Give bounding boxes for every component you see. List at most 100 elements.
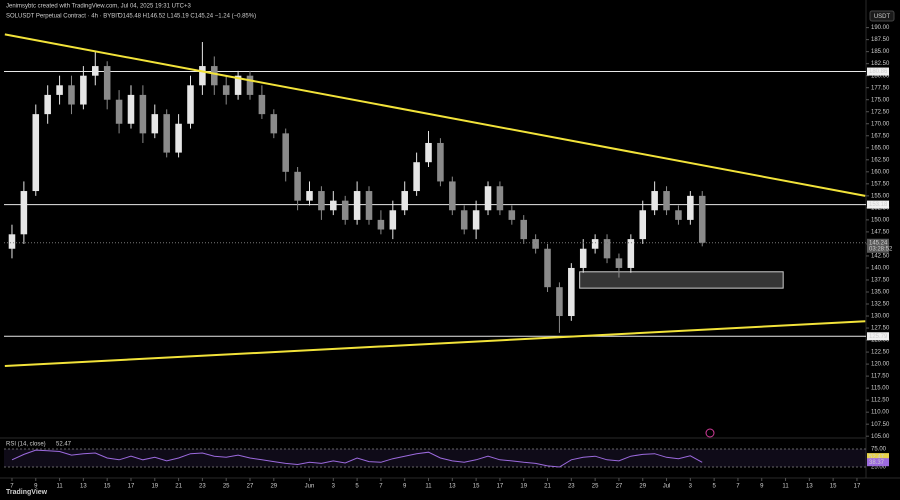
x-tick-label: 11 bbox=[782, 484, 789, 490]
y-tick-label: 165.00 bbox=[871, 145, 890, 151]
y-tick-label: 187.50 bbox=[871, 37, 890, 43]
y-tick-label: 155.00 bbox=[871, 193, 890, 199]
rsi-ma-box bbox=[867, 453, 889, 462]
candle-body bbox=[103, 66, 111, 100]
candle-body bbox=[341, 200, 349, 220]
candle-body bbox=[187, 85, 194, 124]
candle-body bbox=[508, 210, 516, 220]
last-price-label: 145.24 bbox=[869, 240, 888, 246]
x-tick-label: 9 bbox=[760, 484, 764, 490]
y-tick-label: 142.50 bbox=[871, 254, 890, 260]
level-label-box bbox=[867, 200, 889, 209]
candle-body bbox=[437, 142, 444, 182]
y-tick-label: 150.00 bbox=[871, 217, 890, 223]
candle-body bbox=[413, 162, 420, 192]
level-label: 153.18 bbox=[869, 202, 888, 208]
level-label-box bbox=[867, 67, 889, 76]
event-icon[interactable] bbox=[705, 428, 715, 438]
rsi-band bbox=[4, 449, 866, 467]
y-tick-label: 185.00 bbox=[871, 49, 890, 55]
candle-body bbox=[627, 239, 635, 268]
candle-body bbox=[139, 94, 147, 134]
y-tick-label: 175.00 bbox=[871, 97, 890, 103]
candle-body bbox=[698, 195, 706, 243]
candle-body bbox=[544, 248, 551, 288]
y-tick-label: 130.00 bbox=[871, 314, 890, 320]
x-tick-label: 29 bbox=[270, 484, 277, 490]
y-tick-label: 107.50 bbox=[871, 422, 890, 428]
candle-body bbox=[80, 75, 87, 105]
candle-body bbox=[449, 181, 456, 211]
x-tick-label: 25 bbox=[592, 484, 599, 490]
y-tick-label: 167.50 bbox=[871, 133, 890, 139]
x-tick-label: 11 bbox=[56, 484, 63, 490]
candle-body bbox=[603, 239, 611, 259]
candle-body bbox=[639, 210, 647, 240]
candle-body bbox=[294, 171, 301, 201]
candle-body bbox=[687, 195, 694, 220]
x-tick-label: 3 bbox=[689, 484, 693, 490]
rsi-tick-label: 75.00 bbox=[871, 447, 887, 453]
y-tick-label: 120.00 bbox=[871, 362, 890, 368]
candle-body bbox=[211, 66, 218, 86]
candle-body bbox=[306, 191, 313, 201]
x-tick-label: 29 bbox=[639, 484, 646, 490]
x-tick-label: Jul bbox=[663, 484, 671, 490]
y-tick-label: 160.00 bbox=[871, 169, 890, 175]
currency[interactable]: USDT bbox=[874, 14, 891, 20]
currency-box[interactable] bbox=[869, 10, 895, 22]
rsi-line bbox=[11, 449, 703, 468]
x-tick-label: 19 bbox=[520, 484, 527, 490]
candle-body bbox=[591, 239, 599, 249]
level-label: 125.79 bbox=[869, 334, 888, 340]
x-tick-label: 21 bbox=[544, 484, 551, 490]
x-tick-label: 19 bbox=[151, 484, 158, 490]
candle-body bbox=[222, 85, 230, 95]
candle-body bbox=[460, 210, 468, 230]
rsi-ma-header: 52.47 bbox=[56, 442, 72, 448]
x-tick-label: 25 bbox=[223, 484, 230, 490]
y-tick-label: 162.50 bbox=[871, 157, 890, 163]
candle-body bbox=[389, 210, 397, 230]
candle-body bbox=[56, 85, 63, 95]
candle-body bbox=[472, 210, 480, 230]
candle-body bbox=[532, 239, 539, 249]
candle-body bbox=[377, 219, 385, 230]
x-tick-label: 9 bbox=[403, 484, 407, 490]
y-tick-label: 132.50 bbox=[871, 302, 890, 308]
trendline bbox=[4, 320, 866, 368]
countdown-label: 03:28:52 bbox=[869, 246, 893, 252]
rsi-value-label: 38.37 bbox=[869, 460, 885, 466]
candle-body bbox=[425, 142, 432, 163]
x-tick-label: 17 bbox=[128, 484, 135, 490]
x-tick-label: 23 bbox=[568, 484, 575, 490]
candle-body bbox=[32, 114, 40, 192]
x-tick-label: Jun bbox=[305, 484, 315, 490]
rsi-value-box bbox=[867, 458, 889, 467]
y-tick-label: 122.50 bbox=[871, 350, 890, 356]
candle-body bbox=[401, 191, 408, 211]
x-tick-label: 5 bbox=[355, 484, 359, 490]
candle-body bbox=[151, 114, 159, 134]
x-tick-label: 17 bbox=[497, 484, 504, 490]
candle-body bbox=[246, 75, 254, 95]
candle-body bbox=[579, 248, 587, 268]
candle-body bbox=[175, 123, 182, 153]
y-tick-label: 177.50 bbox=[871, 85, 890, 91]
y-tick-label: 190.00 bbox=[871, 25, 890, 31]
level-label: 180.86 bbox=[869, 69, 888, 75]
x-tick-label: 7 bbox=[379, 484, 383, 490]
y-tick-label: 127.50 bbox=[871, 326, 890, 332]
x-tick-label: 13 bbox=[80, 484, 87, 490]
candle-body bbox=[234, 75, 242, 95]
y-tick-label: 172.50 bbox=[871, 109, 890, 115]
x-tick-label: 7 bbox=[736, 484, 740, 490]
candle-body bbox=[282, 133, 289, 172]
candle-body bbox=[318, 191, 325, 211]
candle-body bbox=[675, 210, 682, 220]
candle-body bbox=[365, 191, 373, 220]
candle-body bbox=[353, 191, 361, 220]
